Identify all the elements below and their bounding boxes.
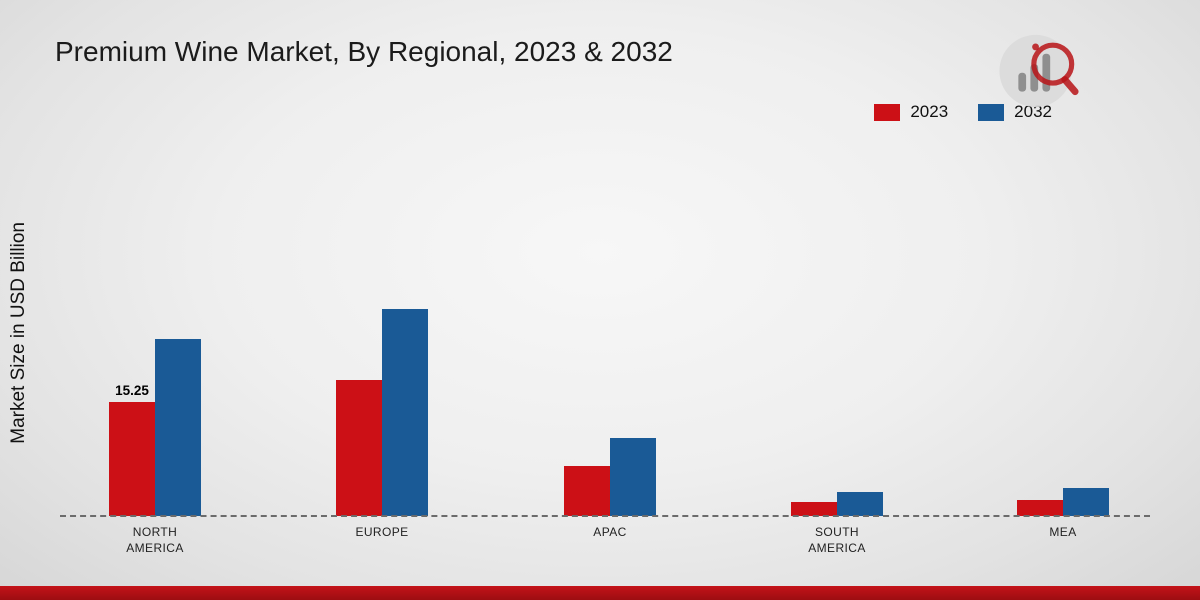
bar-group-mea — [1017, 488, 1109, 516]
legend-item-2032: 2032 — [978, 102, 1052, 122]
bar-2023-south-america — [791, 502, 837, 516]
legend-swatch-2032 — [978, 103, 1005, 121]
x-tick-label-north-america: NORTH AMERICA — [126, 525, 184, 556]
value-label-2023-north-america: 15.25 — [115, 383, 149, 398]
bar-2023-europe — [336, 380, 382, 516]
x-tick-label-south-america: SOUTH AMERICA — [808, 525, 866, 556]
bar-2032-south-america — [837, 492, 883, 516]
footer-accent-bar — [0, 586, 1200, 600]
bar-2032-mea — [1063, 488, 1109, 516]
legend: 2023 2032 — [874, 102, 1052, 122]
legend-label-2023: 2023 — [910, 102, 949, 121]
x-tick-label-apac: APAC — [593, 525, 627, 539]
bar-group-north-america — [109, 339, 201, 516]
bar-2023-mea — [1017, 500, 1063, 516]
bar-group-apac — [564, 438, 656, 516]
bar-2032-north-america — [155, 339, 201, 516]
x-tick-label-mea: MEA — [1049, 525, 1077, 539]
x-axis-baseline — [60, 515, 1150, 517]
legend-swatch-2023 — [874, 103, 901, 121]
plot-area: 15.25 — [0, 156, 1200, 516]
x-tick-label-europe: EUROPE — [355, 525, 409, 539]
bar-2032-europe — [382, 309, 428, 516]
bar-2023-apac — [564, 466, 610, 516]
chart-title: Premium Wine Market, By Regional, 2023 &… — [55, 36, 673, 67]
legend-label-2032: 2032 — [1014, 102, 1052, 121]
bar-group-europe — [336, 309, 428, 516]
bar-group-south-america — [791, 492, 883, 516]
brand-logo-icon — [999, 34, 1079, 108]
x-axis-labels: NORTH AMERICA EUROPE APAC SOUTH AMERICA MEA — [0, 524, 1200, 570]
bar-2023-north-america — [109, 402, 155, 516]
legend-item-2023: 2023 — [874, 102, 948, 122]
bar-2032-apac — [610, 438, 656, 516]
